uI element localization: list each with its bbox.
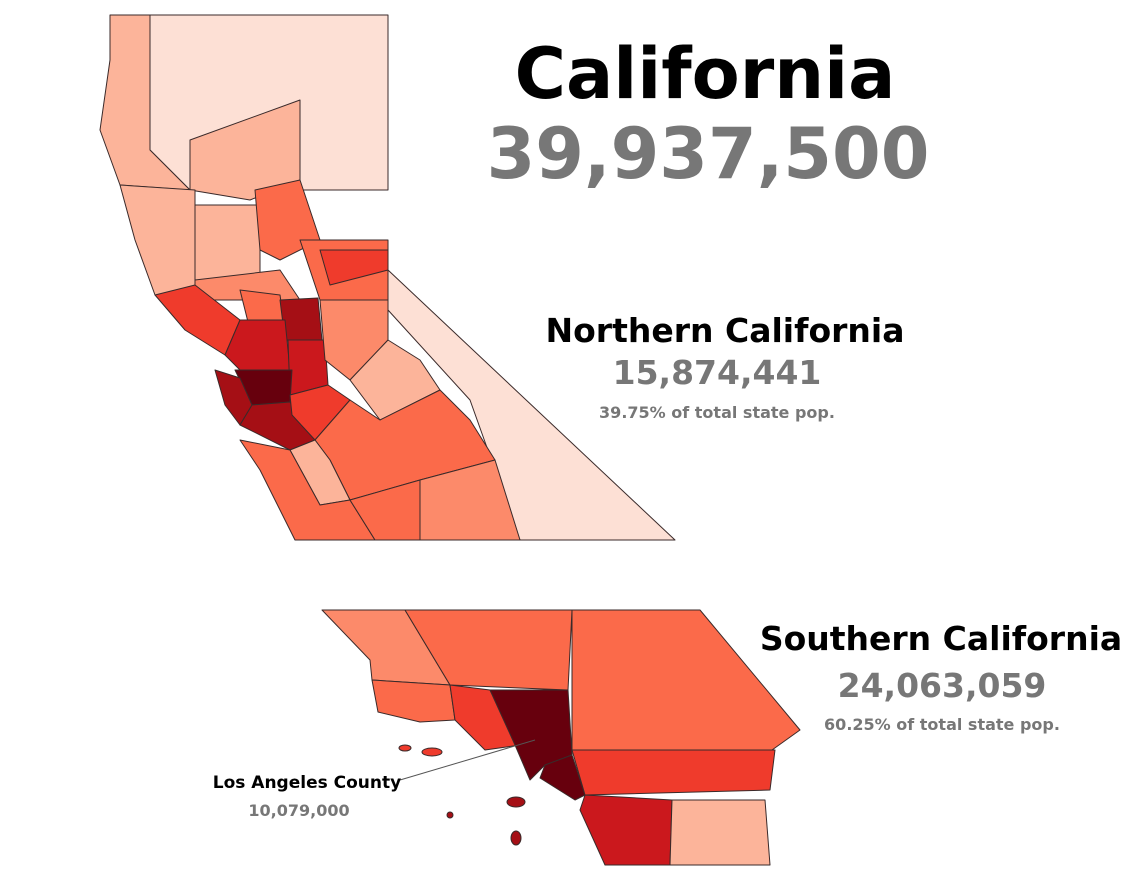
county bbox=[571, 609, 801, 751]
total-population: 39,937,500 bbox=[487, 113, 930, 195]
region-share: 39.75% of total state pop. bbox=[599, 403, 835, 422]
callout-population: 10,079,000 bbox=[248, 801, 349, 820]
title: California bbox=[515, 33, 896, 115]
county bbox=[669, 799, 771, 866]
southern-map bbox=[321, 609, 801, 866]
island bbox=[506, 796, 526, 808]
county bbox=[119, 184, 196, 296]
region-population: 15,874,441 bbox=[613, 353, 822, 392]
island bbox=[446, 811, 454, 819]
island bbox=[421, 747, 443, 757]
county bbox=[539, 754, 586, 801]
region-share: 60.25% of total state pop. bbox=[824, 715, 1060, 734]
county bbox=[419, 459, 521, 541]
county bbox=[371, 679, 456, 723]
region-name: Southern California bbox=[760, 619, 1122, 658]
callout-name: Los Angeles County bbox=[213, 773, 401, 793]
county bbox=[579, 794, 673, 866]
region-name: Northern California bbox=[546, 311, 905, 350]
northern-map bbox=[99, 14, 676, 541]
region-population: 24,063,059 bbox=[838, 666, 1047, 705]
island bbox=[398, 744, 412, 752]
county bbox=[349, 339, 441, 421]
county bbox=[449, 684, 521, 751]
county bbox=[571, 749, 776, 796]
county bbox=[194, 204, 261, 281]
island bbox=[510, 830, 522, 846]
callout-line bbox=[399, 739, 536, 781]
